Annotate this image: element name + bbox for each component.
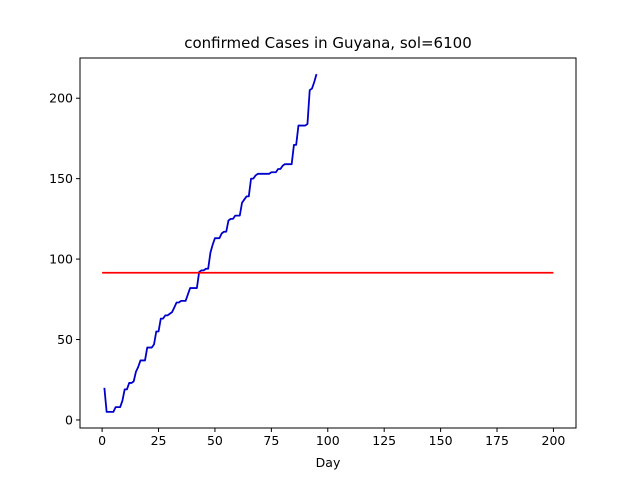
series-line-confirmed-cases xyxy=(103,73,318,413)
x-tick-label: 150 xyxy=(429,433,453,448)
plot-frame xyxy=(79,57,577,429)
y-axis: 0 50 100 150 200 xyxy=(49,91,80,427)
x-tick-label: 100 xyxy=(316,433,340,448)
series-layer xyxy=(102,73,554,413)
x-tick-label: 125 xyxy=(372,433,396,448)
plot-area xyxy=(79,57,577,429)
x-tick-label: 50 xyxy=(207,433,223,448)
y-tick-label: 200 xyxy=(49,91,73,106)
x-tick-label: 200 xyxy=(542,433,566,448)
y-tick-label: 0 xyxy=(65,412,73,427)
x-tick-label: 0 xyxy=(98,433,106,448)
y-tick-label: 50 xyxy=(57,332,73,347)
y-tick-label: 100 xyxy=(49,252,73,267)
y-tick-label: 150 xyxy=(49,171,73,186)
x-tick-label: 25 xyxy=(151,433,167,448)
x-axis: 0 25 50 75 100 125 150 175 200 xyxy=(98,428,565,448)
x-tick-label: 175 xyxy=(485,433,509,448)
x-axis-label: Day xyxy=(316,455,341,470)
x-tick-label: 75 xyxy=(263,433,279,448)
chart-title: confirmed Cases in Guyana, sol=6100 xyxy=(184,34,471,52)
